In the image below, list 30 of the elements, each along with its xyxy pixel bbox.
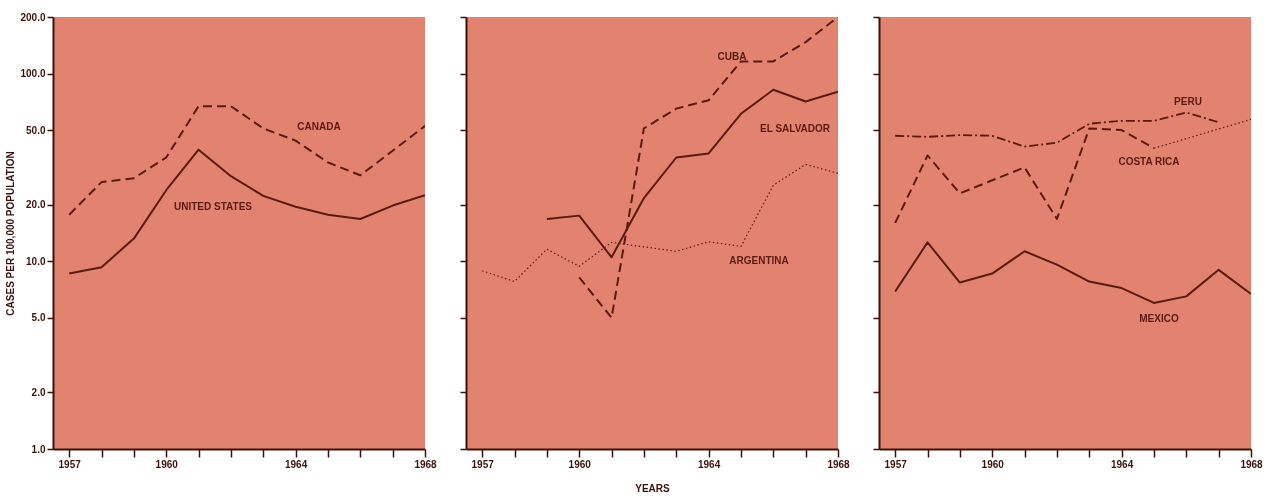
y-tick-label: 200.0 bbox=[20, 11, 46, 23]
series-label: PERU bbox=[1174, 96, 1202, 107]
series-label: ARGENTINA bbox=[729, 255, 789, 266]
y-tick-label: 20.0 bbox=[26, 199, 46, 211]
series-label: CANADA bbox=[297, 121, 341, 132]
x-tick-label: 1960 bbox=[568, 458, 592, 470]
x-tick-label: 1957 bbox=[884, 458, 908, 470]
x-axis-title: YEARS bbox=[635, 482, 671, 494]
y-tick-label: 100.0 bbox=[20, 68, 46, 80]
x-tick-label: 1968 bbox=[1240, 458, 1264, 470]
x-tick-label: 1960 bbox=[981, 458, 1005, 470]
x-tick-label: 1964 bbox=[284, 458, 308, 470]
x-tick-label: 1964 bbox=[1110, 458, 1134, 470]
series-label: EL SALVADOR bbox=[759, 123, 831, 134]
x-tick-label: 1957 bbox=[58, 458, 82, 470]
y-tick-label: 5.0 bbox=[31, 312, 46, 324]
x-tick-label: 1968 bbox=[827, 458, 851, 470]
x-tick-label: 1964 bbox=[697, 458, 721, 470]
series-label: COSTA RICA bbox=[1118, 156, 1180, 167]
series-label: MEXICO bbox=[1139, 313, 1179, 324]
x-tick-label: 1968 bbox=[414, 458, 438, 470]
series-label: UNITED STATES bbox=[174, 201, 253, 212]
y-tick-label: 50.0 bbox=[26, 124, 46, 136]
y-tick-label: 10.0 bbox=[26, 255, 46, 267]
y-tick-label: 1.0 bbox=[31, 443, 46, 455]
x-tick-label: 1960 bbox=[155, 458, 179, 470]
y-axis-title: CASES PER 100,000 POPULATION bbox=[5, 151, 17, 316]
y-tick-label: 2.0 bbox=[31, 386, 46, 398]
x-tick-label: 1957 bbox=[471, 458, 495, 470]
series-label: CUBA bbox=[717, 51, 747, 62]
